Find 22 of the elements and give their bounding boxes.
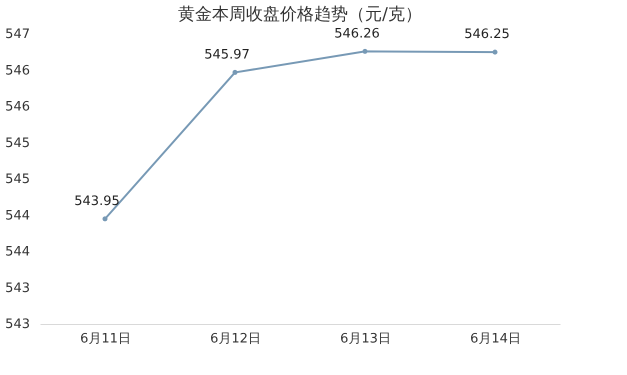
- point: [102, 216, 108, 222]
- point: [492, 50, 498, 55]
- chart-title: 黄金本周收盘价格趋势（元/克）: [178, 4, 422, 24]
- y-tick-label: 544: [5, 244, 30, 260]
- data-label: 546.26: [334, 26, 380, 42]
- x-tick-label: 6月14日: [470, 332, 521, 346]
- y-tick-label: 544: [5, 208, 30, 224]
- y-tick-label: 547: [5, 27, 30, 42]
- y-tick-label: 543: [5, 317, 30, 332]
- x-tick-label: 6月13日: [340, 332, 391, 346]
- x-tick-label: 6月12日: [210, 332, 261, 346]
- y-tick-label: 545: [5, 172, 30, 187]
- data-label: 543.95: [74, 194, 120, 209]
- y-tick-label: 545: [5, 136, 30, 151]
- y-tick-label: 546: [5, 100, 30, 114]
- x-tick-label: 6月11日: [80, 332, 131, 346]
- point: [232, 70, 238, 75]
- data-label: 545.97: [204, 47, 250, 62]
- data-label: 546.25: [464, 27, 510, 42]
- y-tick-label: 546: [5, 63, 30, 78]
- point: [362, 48, 368, 54]
- y-tick-label: 543: [5, 280, 30, 296]
